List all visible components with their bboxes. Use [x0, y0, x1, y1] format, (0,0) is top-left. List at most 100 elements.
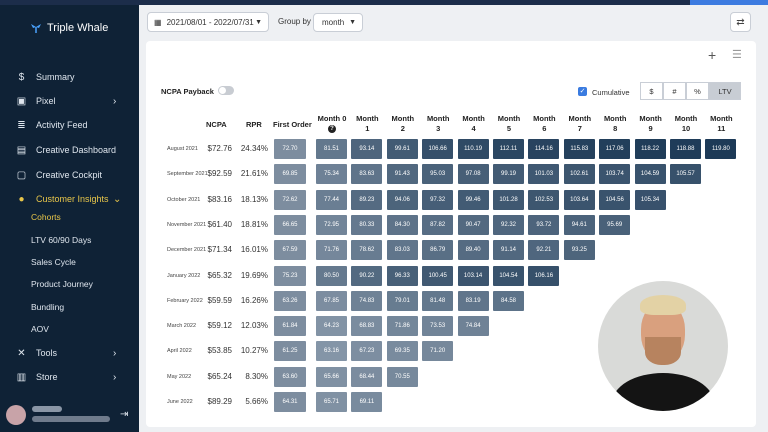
- month-cell[interactable]: 71.86: [386, 316, 418, 337]
- month-cell[interactable]: 97.32: [422, 189, 454, 210]
- month-cell[interactable]: 118.22: [634, 139, 666, 159]
- month-cell[interactable]: 93.14: [351, 139, 383, 159]
- month-cell[interactable]: 93.25: [563, 240, 595, 261]
- sidebar-item-pixel[interactable]: ▣ Pixel ›: [0, 91, 139, 111]
- month-cell[interactable]: 83.03: [386, 240, 418, 261]
- cumulative-checkbox[interactable]: ✓: [578, 87, 587, 96]
- month-cell[interactable]: 92.32: [493, 214, 524, 235]
- help-icon[interactable]: ?: [328, 125, 336, 133]
- month-cell[interactable]: 71.76: [316, 240, 347, 261]
- month-cell[interactable]: 90.22: [351, 265, 383, 286]
- month-cell[interactable]: 104.59: [634, 164, 666, 185]
- first-order-cell[interactable]: 67.59: [274, 240, 306, 261]
- first-order-cell[interactable]: 75.23: [274, 265, 306, 286]
- month-cell[interactable]: 119.80: [705, 139, 737, 159]
- sidebar-subitem-product-journey[interactable]: Product Journey: [31, 279, 93, 289]
- first-order-cell[interactable]: 64.31: [274, 392, 306, 412]
- month-cell[interactable]: 71.20: [422, 341, 454, 362]
- month-cell[interactable]: 72.95: [316, 214, 347, 235]
- sidebar-item-creative-cockpit[interactable]: ▢ Creative Cockpit: [0, 165, 139, 185]
- month-cell[interactable]: 104.56: [599, 189, 631, 210]
- month-cell[interactable]: 92.21: [528, 240, 560, 261]
- month-cell[interactable]: 91.43: [386, 164, 418, 185]
- month-cell[interactable]: 91.14: [493, 240, 524, 261]
- segment-count[interactable]: #: [663, 82, 686, 100]
- month-cell[interactable]: 80.50: [316, 265, 347, 286]
- month-cell[interactable]: 105.57: [670, 164, 701, 185]
- month-cell[interactable]: 78.62: [351, 240, 383, 261]
- month-cell[interactable]: 101.03: [528, 164, 560, 185]
- month-cell[interactable]: 87.82: [422, 214, 454, 235]
- brand-logo[interactable]: Triple Whale: [30, 22, 108, 34]
- sidebar-item-customer-insights[interactable]: ● Customer Insights ⌄: [0, 189, 139, 209]
- month-cell[interactable]: 103.14: [457, 265, 489, 286]
- sidebar-item-activity-feed[interactable]: ≣ Activity Feed: [0, 115, 139, 135]
- month-cell[interactable]: 64.23: [316, 316, 347, 337]
- month-cell[interactable]: 75.34: [316, 164, 347, 185]
- month-cell[interactable]: 95.03: [422, 164, 454, 185]
- add-icon[interactable]: +: [708, 47, 717, 63]
- month-cell[interactable]: 99.19: [493, 164, 524, 185]
- month-cell[interactable]: 89.40: [457, 240, 489, 261]
- month-cell[interactable]: 84.58: [493, 290, 524, 311]
- month-cell[interactable]: 69.11: [351, 392, 383, 412]
- avatar[interactable]: [6, 405, 26, 425]
- month-cell[interactable]: 118.88: [670, 139, 701, 159]
- month-cell[interactable]: 81.51: [316, 139, 347, 159]
- first-order-cell[interactable]: 63.26: [274, 290, 306, 311]
- sidebar-subitem-aov[interactable]: AOV: [31, 324, 49, 334]
- segment-ltv[interactable]: LTV: [709, 82, 741, 100]
- month-cell[interactable]: 114.16: [528, 139, 560, 159]
- month-cell[interactable]: 89.23: [351, 189, 383, 210]
- first-order-cell[interactable]: 69.85: [274, 164, 306, 185]
- segment-dollar[interactable]: $: [640, 82, 663, 100]
- month-cell[interactable]: 83.19: [457, 290, 489, 311]
- month-cell[interactable]: 103.64: [563, 189, 595, 210]
- first-order-cell[interactable]: 63.60: [274, 366, 306, 387]
- first-order-cell[interactable]: 72.70: [274, 139, 306, 159]
- month-cell[interactable]: 97.08: [457, 164, 489, 185]
- month-cell[interactable]: 106.66: [422, 139, 454, 159]
- month-cell[interactable]: 102.61: [563, 164, 595, 185]
- first-order-cell[interactable]: 72.62: [274, 189, 306, 210]
- sidebar-subitem-bundling[interactable]: Bundling: [31, 302, 65, 312]
- month-cell[interactable]: 65.71: [316, 392, 347, 412]
- month-cell[interactable]: 99.46: [457, 189, 489, 210]
- month-cell[interactable]: 74.83: [351, 290, 383, 311]
- month-cell[interactable]: 67.23: [351, 341, 383, 362]
- month-cell[interactable]: 81.48: [422, 290, 454, 311]
- sidebar-item-tools[interactable]: ✕ Tools ›: [0, 343, 139, 363]
- first-order-cell[interactable]: 61.84: [274, 316, 306, 337]
- month-cell[interactable]: 80.33: [351, 214, 383, 235]
- date-range-picker[interactable]: ▦ 2021/08/01 - 2022/07/31 ▼: [147, 12, 269, 32]
- month-cell[interactable]: 96.33: [386, 265, 418, 286]
- ncpa-payback-toggle[interactable]: [218, 86, 234, 95]
- month-cell[interactable]: 79.01: [386, 290, 418, 311]
- month-cell[interactable]: 65.66: [316, 366, 347, 387]
- month-cell[interactable]: 90.47: [457, 214, 489, 235]
- month-cell[interactable]: 73.53: [422, 316, 454, 337]
- logout-icon[interactable]: ⇥: [120, 409, 129, 420]
- month-cell[interactable]: 95.69: [599, 214, 631, 235]
- month-cell[interactable]: 83.63: [351, 164, 383, 185]
- month-cell[interactable]: 94.06: [386, 189, 418, 210]
- sidebar-item-summary[interactable]: $ Summary: [0, 67, 139, 87]
- month-cell[interactable]: 115.83: [563, 139, 595, 159]
- sidebar-subitem-cohorts[interactable]: Cohorts: [31, 212, 61, 222]
- month-cell[interactable]: 84.30: [386, 214, 418, 235]
- month-cell[interactable]: 63.16: [316, 341, 347, 362]
- month-cell[interactable]: 69.35: [386, 341, 418, 362]
- month-cell[interactable]: 70.55: [386, 366, 418, 387]
- filter-icon[interactable]: ☰: [732, 49, 742, 61]
- month-cell[interactable]: 77.44: [316, 189, 347, 210]
- month-cell[interactable]: 99.61: [386, 139, 418, 159]
- month-cell[interactable]: 103.74: [599, 164, 631, 185]
- month-cell[interactable]: 94.61: [563, 214, 595, 235]
- month-cell[interactable]: 68.83: [351, 316, 383, 337]
- sidebar-subitem-ltv-60-90-days[interactable]: LTV 60/90 Days: [31, 235, 92, 245]
- month-cell[interactable]: 110.19: [457, 139, 489, 159]
- month-cell[interactable]: 86.79: [422, 240, 454, 261]
- group-by-select[interactable]: month ▼: [313, 13, 363, 32]
- month-cell[interactable]: 67.85: [316, 290, 347, 311]
- month-cell[interactable]: 102.53: [528, 189, 560, 210]
